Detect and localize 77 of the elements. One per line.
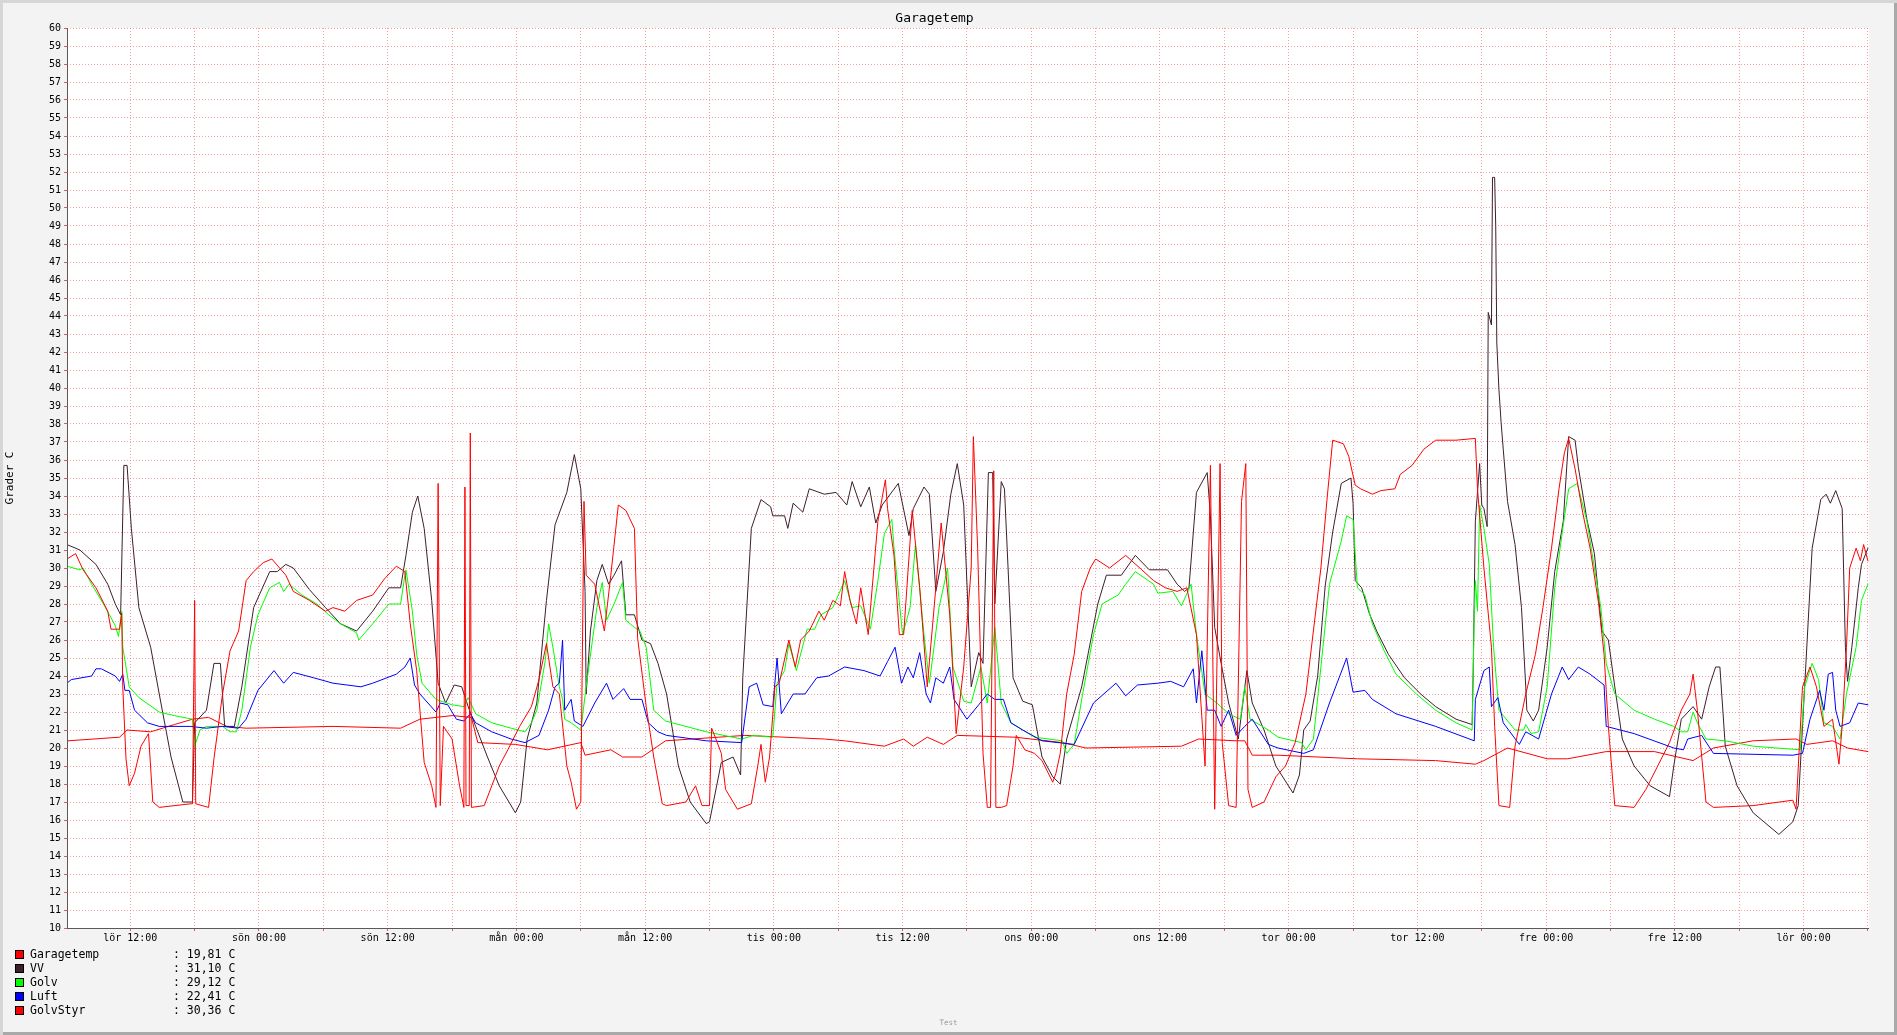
y-tick-label: 23 bbox=[48, 687, 61, 699]
y-tick-label: 26 bbox=[48, 633, 61, 645]
y-tick-label: 45 bbox=[48, 291, 61, 303]
x-tick-label: tor 12:00 bbox=[1390, 931, 1445, 943]
x-tick-label: mån 00:00 bbox=[489, 930, 544, 943]
y-tick-label: 27 bbox=[48, 615, 61, 627]
y-tick-label: 17 bbox=[48, 795, 61, 807]
y-tick-label: 60 bbox=[48, 21, 61, 33]
y-tick-label: 57 bbox=[48, 75, 61, 87]
y-tick-label: 38 bbox=[48, 417, 61, 429]
x-tick-label: lör 12:00 bbox=[103, 931, 158, 943]
y-tick-label: 18 bbox=[48, 777, 61, 789]
y-tick-label: 48 bbox=[48, 237, 61, 249]
y-tick-label: 40 bbox=[48, 381, 61, 393]
y-tick-label: 16 bbox=[48, 813, 61, 825]
text: : 29,12 C bbox=[173, 975, 236, 989]
y-tick-label: 39 bbox=[48, 399, 61, 411]
legend-label: GolvStyr bbox=[30, 1003, 87, 1017]
y-tick-label: 59 bbox=[48, 39, 61, 51]
x-tick-label: mån 12:00 bbox=[618, 930, 673, 943]
y-tick-label: 19 bbox=[48, 759, 61, 771]
x-tick-label: tis 12:00 bbox=[875, 931, 930, 943]
x-tick-label: sön 12:00 bbox=[360, 931, 415, 943]
x-tick-label: sön 00:00 bbox=[231, 931, 287, 943]
y-tick-label: 51 bbox=[48, 183, 61, 195]
y-tick-label: 30 bbox=[48, 561, 61, 573]
y-tick-label: 29 bbox=[48, 579, 61, 591]
text: : 22,41 C bbox=[173, 989, 236, 1003]
y-tick-label: 36 bbox=[48, 453, 61, 465]
y-tick-label: 33 bbox=[48, 507, 61, 519]
y-tick-label: 56 bbox=[48, 93, 61, 105]
y-tick-label: 54 bbox=[48, 129, 61, 141]
x-tick-label: tor 00:00 bbox=[1261, 931, 1316, 943]
y-tick-label: 55 bbox=[48, 111, 61, 123]
y-tick-label: 43 bbox=[48, 327, 61, 339]
legend-label: Golv bbox=[30, 975, 59, 989]
y-tick-label: 28 bbox=[48, 597, 61, 609]
y-axis-title: Grader C bbox=[3, 451, 17, 505]
y-tick-label: 25 bbox=[48, 651, 61, 663]
legend-label: Garagetemp bbox=[30, 947, 101, 961]
y-tick-label: 31 bbox=[48, 543, 61, 555]
x-tick-label: fre 00:00 bbox=[1519, 931, 1574, 943]
y-tick-label: 37 bbox=[48, 435, 61, 447]
y-tick-label: 15 bbox=[48, 831, 61, 843]
x-tick-label: tis 00:00 bbox=[746, 931, 801, 943]
y-tick-label: 13 bbox=[48, 867, 61, 879]
x-tick-label: lör 00:00 bbox=[1776, 931, 1831, 943]
x-tick-label: ons 00:00 bbox=[1004, 931, 1059, 943]
y-tick-label: 44 bbox=[48, 309, 61, 321]
text: : 30,36 C bbox=[173, 1003, 236, 1017]
y-tick-label: 42 bbox=[48, 345, 61, 357]
legend-label: Luft bbox=[30, 989, 59, 1003]
y-tick-label: 34 bbox=[48, 489, 61, 501]
y-tick-label: 20 bbox=[48, 741, 61, 753]
y-tick-label: 35 bbox=[48, 471, 61, 483]
y-tick-label: 12 bbox=[48, 885, 61, 897]
y-tick-label: 21 bbox=[48, 723, 61, 735]
y-tick-label: 46 bbox=[48, 273, 61, 285]
y-tick-label: 11 bbox=[48, 903, 61, 915]
y-tick-label: 22 bbox=[48, 705, 61, 717]
y-tick-label: 52 bbox=[48, 165, 61, 177]
text: : 31,10 C bbox=[173, 961, 236, 975]
x-tick-label: fre 12:00 bbox=[1647, 931, 1702, 943]
y-tick-label: 53 bbox=[48, 147, 61, 159]
y-tick-label: 47 bbox=[48, 255, 61, 267]
text: : 19,81 C bbox=[173, 947, 236, 961]
y-tick-label: 49 bbox=[48, 219, 61, 231]
y-tick-label: 50 bbox=[48, 201, 61, 213]
chart-title: Garagetemp bbox=[895, 10, 974, 26]
legend-label: VV bbox=[30, 961, 45, 975]
x-tick-label: ons 12:00 bbox=[1132, 931, 1188, 943]
y-tick-label: 32 bbox=[48, 525, 61, 537]
y-tick-label: 24 bbox=[48, 669, 61, 681]
y-tick-label: 58 bbox=[48, 57, 61, 69]
y-tick-label: 10 bbox=[48, 921, 61, 933]
y-tick-label: 14 bbox=[48, 849, 61, 861]
y-tick-label: 41 bbox=[48, 363, 61, 375]
